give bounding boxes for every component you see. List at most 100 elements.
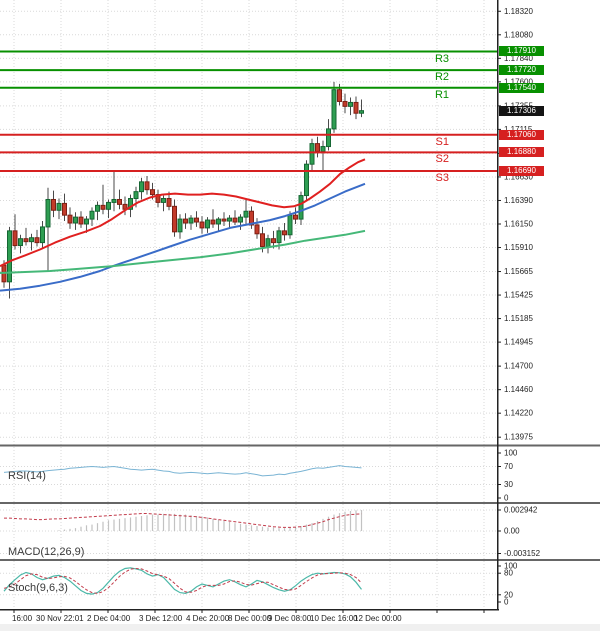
indicator-tick-label: 0.00	[504, 527, 520, 536]
candlestick	[232, 210, 238, 225]
r3-price-tag: 1.17910	[499, 46, 544, 56]
footer-strip	[0, 624, 600, 631]
price-tick-label: 1.16150	[504, 219, 533, 228]
price-tick-label: 1.15665	[504, 267, 533, 276]
candlestick	[315, 136, 320, 158]
candlestick	[18, 234, 23, 254]
candlestick	[161, 195, 166, 212]
r2-price-tag: 1.17720	[499, 65, 544, 75]
indicator-tick-label: 100	[504, 562, 518, 571]
candlestick	[106, 199, 111, 219]
candlestick	[265, 234, 271, 254]
indicator-tick-label: 20	[504, 590, 513, 599]
indicator-tick-label: 30	[504, 480, 513, 489]
ma-fast-line	[0, 158, 366, 268]
rsi-line	[3, 465, 362, 477]
candlestick	[342, 93, 348, 114]
candlestick	[331, 81, 337, 133]
price-tick-label: 1.17840	[504, 54, 533, 63]
candlestick	[67, 207, 73, 229]
candlestick	[227, 215, 232, 229]
macd-indicator-label: MACD(12,26,9)	[8, 546, 85, 558]
price-tick-label: 1.18320	[504, 7, 533, 16]
candlestick	[100, 184, 106, 215]
candlestick	[117, 189, 122, 210]
candlestick	[62, 193, 67, 222]
candlestick	[139, 177, 144, 200]
s3-price-tag: 1.16690	[499, 166, 544, 176]
candlesticks	[1, 81, 364, 299]
time-axis-labels[interactable]: 16:00 30 Nov 22:01 2 Dec 04:00 3 Dec 12:00 4…	[12, 610, 485, 623]
candlestick	[194, 211, 199, 227]
candlestick	[243, 199, 249, 224]
price-tick-label: 1.15910	[504, 243, 533, 252]
indicator-tick-label: 70	[504, 462, 513, 471]
current-price-tag: 1.17306	[499, 106, 544, 116]
candlestick	[359, 99, 364, 118]
indicator-tick-label: 100	[504, 449, 518, 458]
candlestick	[348, 97, 353, 116]
r1-price-tag: 1.17540	[499, 83, 544, 93]
ma-slow-line	[0, 229, 366, 274]
candlestick	[7, 226, 12, 299]
r2-level-label: R2	[434, 71, 449, 83]
candlestick	[249, 206, 254, 229]
time-tick-label: 2 Dec 04:00	[87, 614, 131, 623]
s1-level-label: S1	[435, 136, 449, 148]
r3-level-label: R3	[434, 53, 449, 65]
sr-level-lines	[0, 50, 497, 173]
candlestick	[56, 198, 62, 220]
candlestick	[254, 218, 260, 239]
panel-frames	[0, 0, 600, 611]
macd-histogram	[58, 510, 363, 531]
stoch-indicator-label: Stoch(9,6,3)	[8, 582, 68, 594]
candlestick	[177, 214, 183, 239]
time-tick-label: 9 Dec 08:00	[268, 614, 312, 623]
price-tick-label: 1.14945	[504, 338, 533, 347]
candlestick	[29, 233, 34, 251]
candlestick	[84, 216, 89, 233]
candlestick	[40, 221, 45, 249]
indicator-tick-label: 80	[504, 569, 513, 578]
candlestick	[293, 207, 298, 224]
candlestick	[89, 207, 95, 226]
s3-level-label: S3	[435, 172, 449, 184]
time-tick-label: 10 Dec 16:00	[310, 614, 358, 623]
candlestick	[45, 187, 51, 273]
s2-level-label: S2	[435, 153, 449, 165]
candlestick	[23, 227, 29, 246]
candlestick	[73, 212, 78, 230]
candlestick	[353, 96, 359, 120]
candlestick	[309, 138, 315, 171]
candlestick	[216, 217, 221, 231]
time-tick-label: 4 Dec 20:00	[186, 614, 230, 623]
candlestick	[155, 189, 161, 208]
candlestick	[95, 201, 100, 221]
candlestick	[51, 190, 56, 218]
candlestick	[304, 160, 309, 202]
time-tick-label: 30 Nov 22:01	[36, 614, 84, 623]
price-tick-label: 1.17600	[504, 77, 533, 86]
grid-lines	[0, 0, 497, 608]
r1-level-label: R1	[434, 89, 449, 101]
candlestick	[111, 172, 117, 212]
price-tick-label: 1.15425	[504, 291, 533, 300]
candlestick	[144, 175, 150, 195]
indicator-tick-label: -0.003152	[504, 549, 541, 558]
indicator-tick-label: 0	[504, 598, 509, 607]
candlestick	[282, 223, 287, 241]
candlestick	[238, 214, 243, 230]
price-tick-label: 1.16390	[504, 196, 533, 205]
candlestick	[183, 213, 188, 229]
candlestick	[205, 217, 210, 233]
time-tick-label: 16:00	[12, 614, 33, 623]
time-tick-label: 3 Dec 12:00	[139, 614, 183, 623]
macd-signal-line	[4, 513, 362, 528]
candlestick	[12, 214, 18, 250]
time-tick-label: 12 Dec 00:00	[354, 614, 402, 623]
candlestick	[172, 199, 177, 237]
s1-price-tag: 1.17060	[499, 130, 544, 140]
